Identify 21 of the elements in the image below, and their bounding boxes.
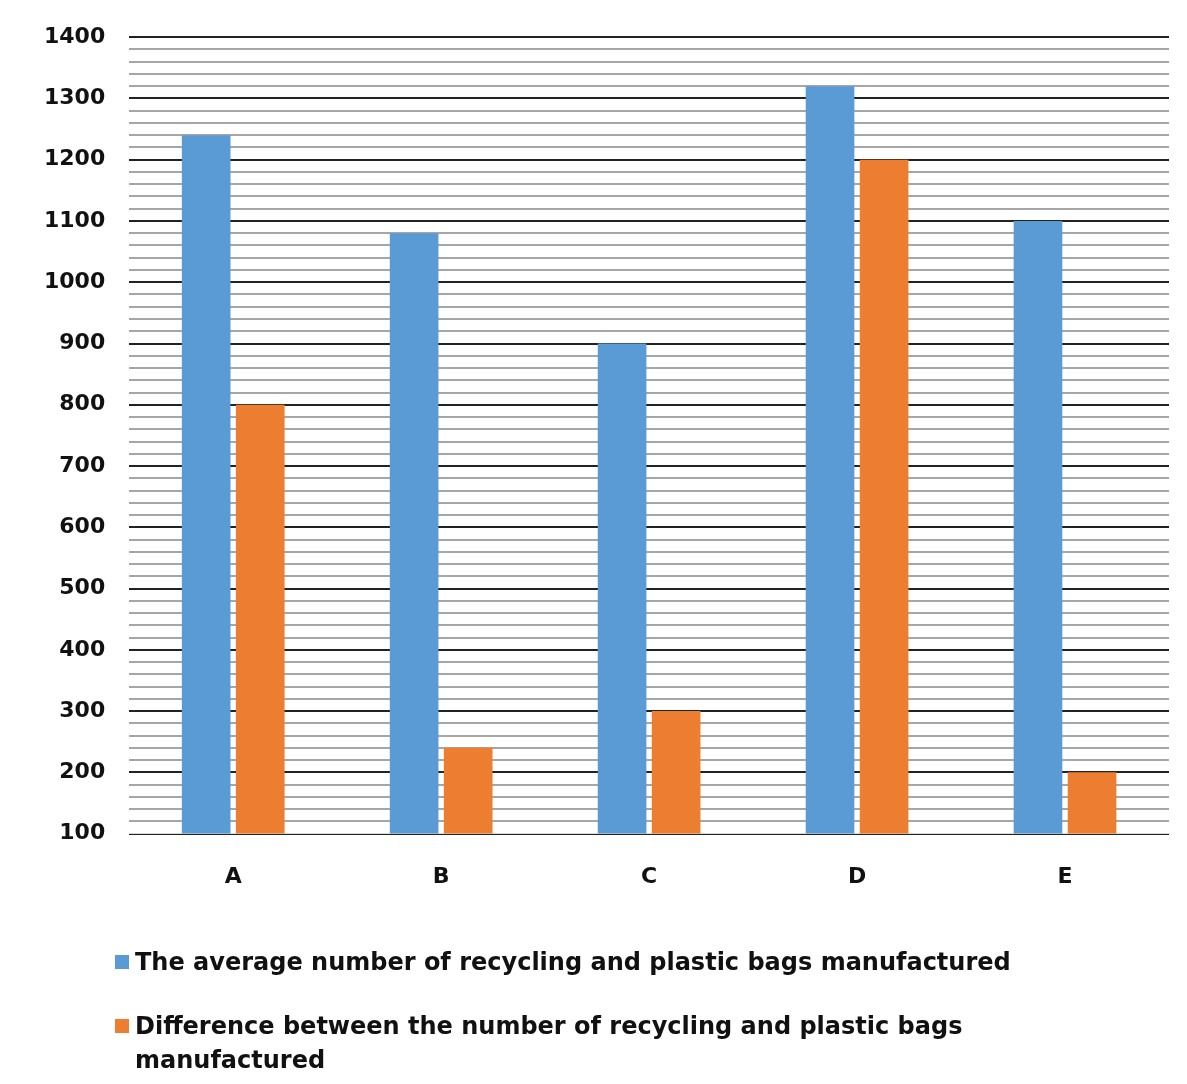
legend-label: The average number of recycling and plastic bags manufactured [135, 947, 1011, 978]
y-tick-label: 300 [59, 696, 106, 722]
x-tick-label: A [224, 862, 242, 888]
x-tick-label: C [641, 862, 658, 888]
y-tick-label: 1300 [44, 84, 106, 110]
legend-label: Difference between the number of recycling and plastic bags manufactured [135, 1011, 964, 1076]
x-tick-label: B [432, 862, 450, 888]
y-tick-label: 700 [59, 451, 106, 477]
x-tick-label: D [847, 862, 867, 888]
y-tick-label: 900 [59, 329, 106, 355]
y-tick-label: 500 [59, 574, 106, 600]
y-tick-label: 600 [59, 513, 106, 539]
y-tick-label: 400 [59, 635, 106, 661]
y-tick-label: 800 [59, 390, 106, 416]
y-tick-label: 1000 [44, 267, 106, 293]
y-tick-label: 200 [59, 758, 106, 784]
y-tick-label: 1200 [44, 145, 106, 171]
y-tick-label: 1400 [44, 22, 106, 48]
y-tick-label: 1100 [44, 206, 106, 232]
x-tick-label: E [1057, 862, 1073, 888]
y-tick-label: 100 [59, 819, 106, 845]
